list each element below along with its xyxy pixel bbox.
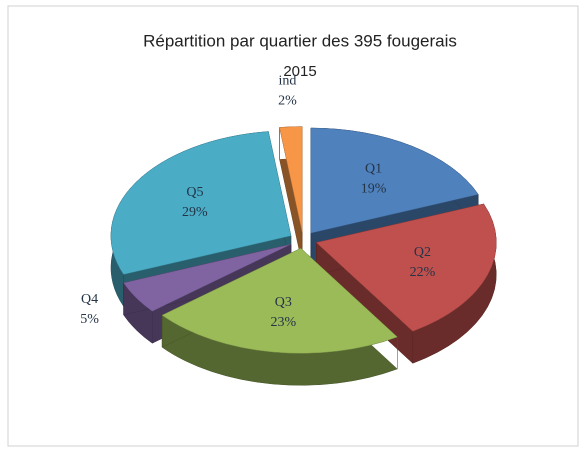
data-label: 2% bbox=[278, 94, 297, 109]
slice bbox=[161, 247, 398, 354]
chart-subtitle: 2015 bbox=[283, 63, 316, 80]
slice bbox=[110, 131, 292, 275]
category-label: ind bbox=[278, 74, 296, 89]
category-label: Q4 bbox=[81, 292, 98, 307]
chart-title: Répartition par quartier des 395 fougera… bbox=[143, 31, 457, 50]
slice bbox=[279, 126, 303, 232]
data-label: 29% bbox=[182, 205, 208, 220]
data-label: 5% bbox=[80, 312, 99, 327]
category-label: Q1 bbox=[365, 161, 382, 176]
slice bbox=[123, 244, 292, 312]
data-label: 22% bbox=[410, 265, 436, 280]
category-label: Q2 bbox=[414, 245, 431, 260]
data-label: 23% bbox=[271, 315, 297, 330]
data-label: 19% bbox=[361, 181, 387, 196]
slice bbox=[310, 127, 479, 234]
category-label: Q5 bbox=[186, 185, 203, 200]
category-label: Q3 bbox=[275, 295, 292, 310]
slice bbox=[315, 203, 497, 332]
